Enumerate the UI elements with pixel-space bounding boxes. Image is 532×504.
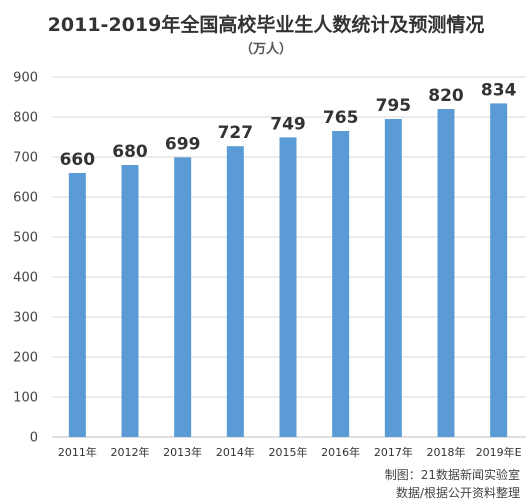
- credit-chart-maker: 制图：21数据新闻实验室: [384, 468, 520, 482]
- data-label: 765: [323, 108, 359, 128]
- x-tick-label: 2012年: [111, 445, 150, 459]
- y-tick-label: 500: [13, 231, 38, 246]
- bar: [384, 119, 402, 437]
- data-label: 795: [376, 96, 412, 116]
- x-tick-label: 2011年: [58, 445, 97, 459]
- y-tick-label: 200: [13, 351, 38, 366]
- bar: [226, 146, 244, 437]
- y-tick-label: 800: [13, 111, 38, 126]
- y-tick-label: 400: [13, 271, 38, 286]
- x-tick-label: 2016年: [321, 445, 360, 459]
- bar: [332, 131, 350, 437]
- bar: [121, 165, 139, 437]
- x-axis: 2011年 2012年 2013年 2014年 2015年 2016年 2017年 2018年…: [58, 445, 522, 459]
- y-axis: 0 100 200 300 400 500 600 700 800 900: [13, 71, 38, 446]
- data-label: 699: [165, 134, 201, 154]
- chart-title: 2011-2019年全国高校毕业生人数统计及预测情况: [47, 14, 485, 36]
- data-labels: 660 680 699 727 749 765 795 820 834: [60, 80, 517, 170]
- x-tick-label: 2017年: [374, 445, 413, 459]
- bar: [490, 103, 508, 438]
- bar: [174, 157, 192, 437]
- data-label: 749: [270, 114, 306, 134]
- data-label: 660: [60, 150, 96, 170]
- data-label: 834: [481, 80, 517, 100]
- y-tick-label: 900: [13, 71, 38, 86]
- chart-subtitle: （万人）: [239, 42, 292, 57]
- data-label: 820: [428, 86, 464, 106]
- bar: [279, 137, 297, 437]
- y-tick-label: 100: [13, 391, 38, 406]
- y-tick-label: 0: [30, 431, 38, 446]
- x-tick-label: 2018年: [427, 445, 466, 459]
- credit-data-source: 数据/根据公开资料整理: [395, 486, 520, 500]
- bar: [68, 173, 86, 437]
- bars: [68, 103, 508, 438]
- y-tick-label: 300: [13, 311, 38, 326]
- x-tick-label: 2019年E: [476, 445, 522, 459]
- x-tick-label: 2013年: [163, 445, 202, 459]
- y-tick-label: 600: [13, 191, 38, 206]
- data-label: 727: [218, 123, 254, 143]
- bar: [437, 109, 455, 437]
- data-label: 680: [112, 142, 148, 162]
- y-tick-label: 700: [13, 151, 38, 166]
- x-tick-label: 2014年: [216, 445, 255, 459]
- x-tick-label: 2015年: [269, 445, 308, 459]
